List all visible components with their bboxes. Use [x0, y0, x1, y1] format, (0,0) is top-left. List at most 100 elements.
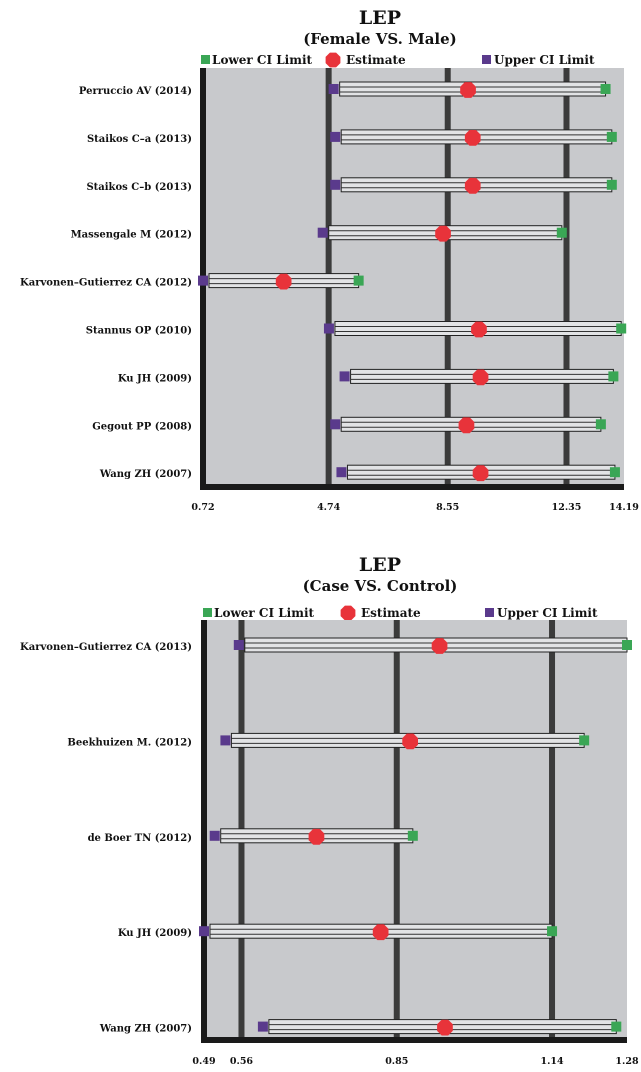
lower-ci-marker [595, 419, 606, 430]
lower-ci-marker [547, 926, 558, 937]
chart-1-title: LEP [359, 7, 401, 29]
study-label: Ku JH (2009) [118, 373, 192, 384]
study-row: Massengale M (2012) [71, 225, 567, 242]
lower-ci-marker [579, 735, 590, 746]
study-label: Perruccio AV (2014) [79, 86, 192, 97]
lower-ci-legend-label: Lower CI Limit [214, 606, 315, 620]
study-row: Ku JH (2009) [118, 368, 619, 386]
study-row: Wang ZH (2007) [99, 464, 620, 482]
lower-ci-marker [622, 640, 632, 650]
estimate-marker [472, 465, 489, 482]
estimate-marker [275, 273, 292, 290]
chart-1-subtitle: (Female VS. Male) [303, 30, 457, 48]
upper-ci-legend-label: Upper CI Limit [497, 606, 598, 620]
upper-ci-marker [199, 926, 209, 937]
study-row: Ku JH (2009) [118, 923, 558, 941]
x-tick-label: 0.49 [192, 1056, 216, 1067]
x-tick-label: 14.19 [609, 502, 639, 513]
study-row: Staikos C–b (2013) [86, 177, 617, 194]
study-label: Wang ZH (2007) [99, 1024, 192, 1035]
study-row: Karvonen–Gutierrez CA (2013) [20, 637, 632, 654]
upper-ci-marker [209, 830, 220, 841]
upper-ci-marker [317, 227, 328, 238]
x-tick-label: 8.55 [436, 502, 459, 513]
study-row: Beekhuizen M. (2012) [67, 732, 590, 750]
x-tick-label: 4.74 [317, 502, 341, 513]
estimate-legend-label: Estimate [361, 606, 421, 620]
upper-ci-legend-label: Upper CI Limit [494, 53, 595, 67]
chart-1-panel: 0.72 4.74 8.55 12.35 14.19 Perruccio AV (2014… [20, 68, 639, 513]
study-label: de Boer TN (2012) [88, 833, 192, 844]
upper-ci-legend-icon [485, 608, 494, 617]
estimate-legend-icon [325, 52, 341, 68]
lower-ci-marker [609, 467, 620, 478]
lower-ci-marker [353, 275, 364, 286]
upper-ci-marker [336, 467, 347, 478]
lower-ci-legend-label: Lower CI Limit [212, 53, 313, 67]
estimate-marker [471, 321, 487, 338]
estimate-marker [308, 828, 325, 845]
x-tick-label: 12.35 [552, 502, 582, 513]
study-label: Stannus OP (2010) [86, 326, 192, 337]
upper-ci-marker [330, 131, 341, 142]
lower-ci-marker [616, 323, 627, 334]
study-label: Wang ZH (2007) [99, 469, 192, 480]
estimate-marker [460, 82, 476, 98]
lower-ci-legend-icon [201, 55, 210, 64]
upper-ci-legend-icon [482, 55, 491, 64]
estimate-marker [437, 1019, 453, 1036]
study-label: Ku JH (2009) [118, 928, 192, 939]
estimate-marker [372, 924, 389, 941]
study-row: Karvonen–Gutierrez CA (2012) [20, 273, 364, 290]
study-label: Karvonen–Gutierrez CA (2012) [20, 278, 192, 289]
study-label: Beekhuizen M. (2012) [67, 737, 192, 748]
x-tick-label: 1.28 [615, 1056, 639, 1067]
upper-ci-marker [323, 323, 334, 334]
estimate-legend-icon [340, 605, 356, 621]
lower-ci-marker [608, 371, 619, 382]
upper-ci-marker [330, 419, 341, 430]
study-row: Gegout PP (2008) [92, 416, 606, 434]
study-label: Staikos C–a (2013) [87, 134, 192, 145]
lower-ci-marker [606, 131, 617, 142]
study-row: Stannus OP (2010) [86, 321, 627, 338]
lower-ci-marker [556, 227, 567, 238]
estimate-marker [458, 417, 475, 434]
study-row: Staikos C–a (2013) [87, 129, 617, 146]
lower-ci-marker [611, 1021, 622, 1032]
lower-ci-marker [600, 84, 611, 94]
study-row: Wang ZH (2007) [99, 1019, 622, 1036]
x-tick-label: 0.85 [385, 1056, 408, 1067]
upper-ci-marker [330, 179, 341, 190]
estimate-legend-label: Estimate [346, 53, 406, 67]
x-tick-label: 0.72 [191, 502, 214, 513]
upper-ci-marker [257, 1021, 268, 1032]
estimate-marker [472, 369, 489, 386]
x-tick-label: 1.14 [540, 1056, 564, 1067]
upper-ci-marker [233, 640, 244, 650]
lower-ci-legend-icon [203, 608, 212, 617]
upper-ci-marker [339, 371, 350, 382]
study-label: Karvonen–Gutierrez CA (2013) [20, 642, 192, 653]
chart-2-panel: 0.49 0.56 0.85 1.14 1.28 Karvonen–Gutierrez C… [20, 620, 639, 1067]
lower-ci-marker [407, 830, 418, 841]
chart-1-legend: Lower CI Limit Estimate Upper CI Limit [201, 52, 595, 68]
study-label: Gegout PP (2008) [92, 421, 192, 432]
chart-2-legend: Lower CI Limit Estimate Upper CI Limit [203, 605, 598, 621]
estimate-marker [464, 177, 481, 194]
estimate-marker [431, 638, 448, 654]
lower-ci-marker [606, 179, 617, 190]
estimate-marker [402, 733, 418, 750]
study-label: Massengale M (2012) [71, 230, 192, 241]
study-row: Perruccio AV (2014) [79, 81, 611, 98]
upper-ci-marker [198, 275, 208, 286]
chart-2-subtitle: (Case VS. Control) [303, 577, 458, 595]
estimate-marker [464, 130, 481, 146]
estimate-marker [435, 225, 451, 242]
study-row: de Boer TN (2012) [88, 828, 418, 845]
chart-2-title: LEP [359, 554, 401, 576]
upper-ci-marker [328, 84, 339, 94]
study-label: Staikos C–b (2013) [86, 182, 192, 193]
x-tick-label: 0.56 [230, 1056, 254, 1067]
